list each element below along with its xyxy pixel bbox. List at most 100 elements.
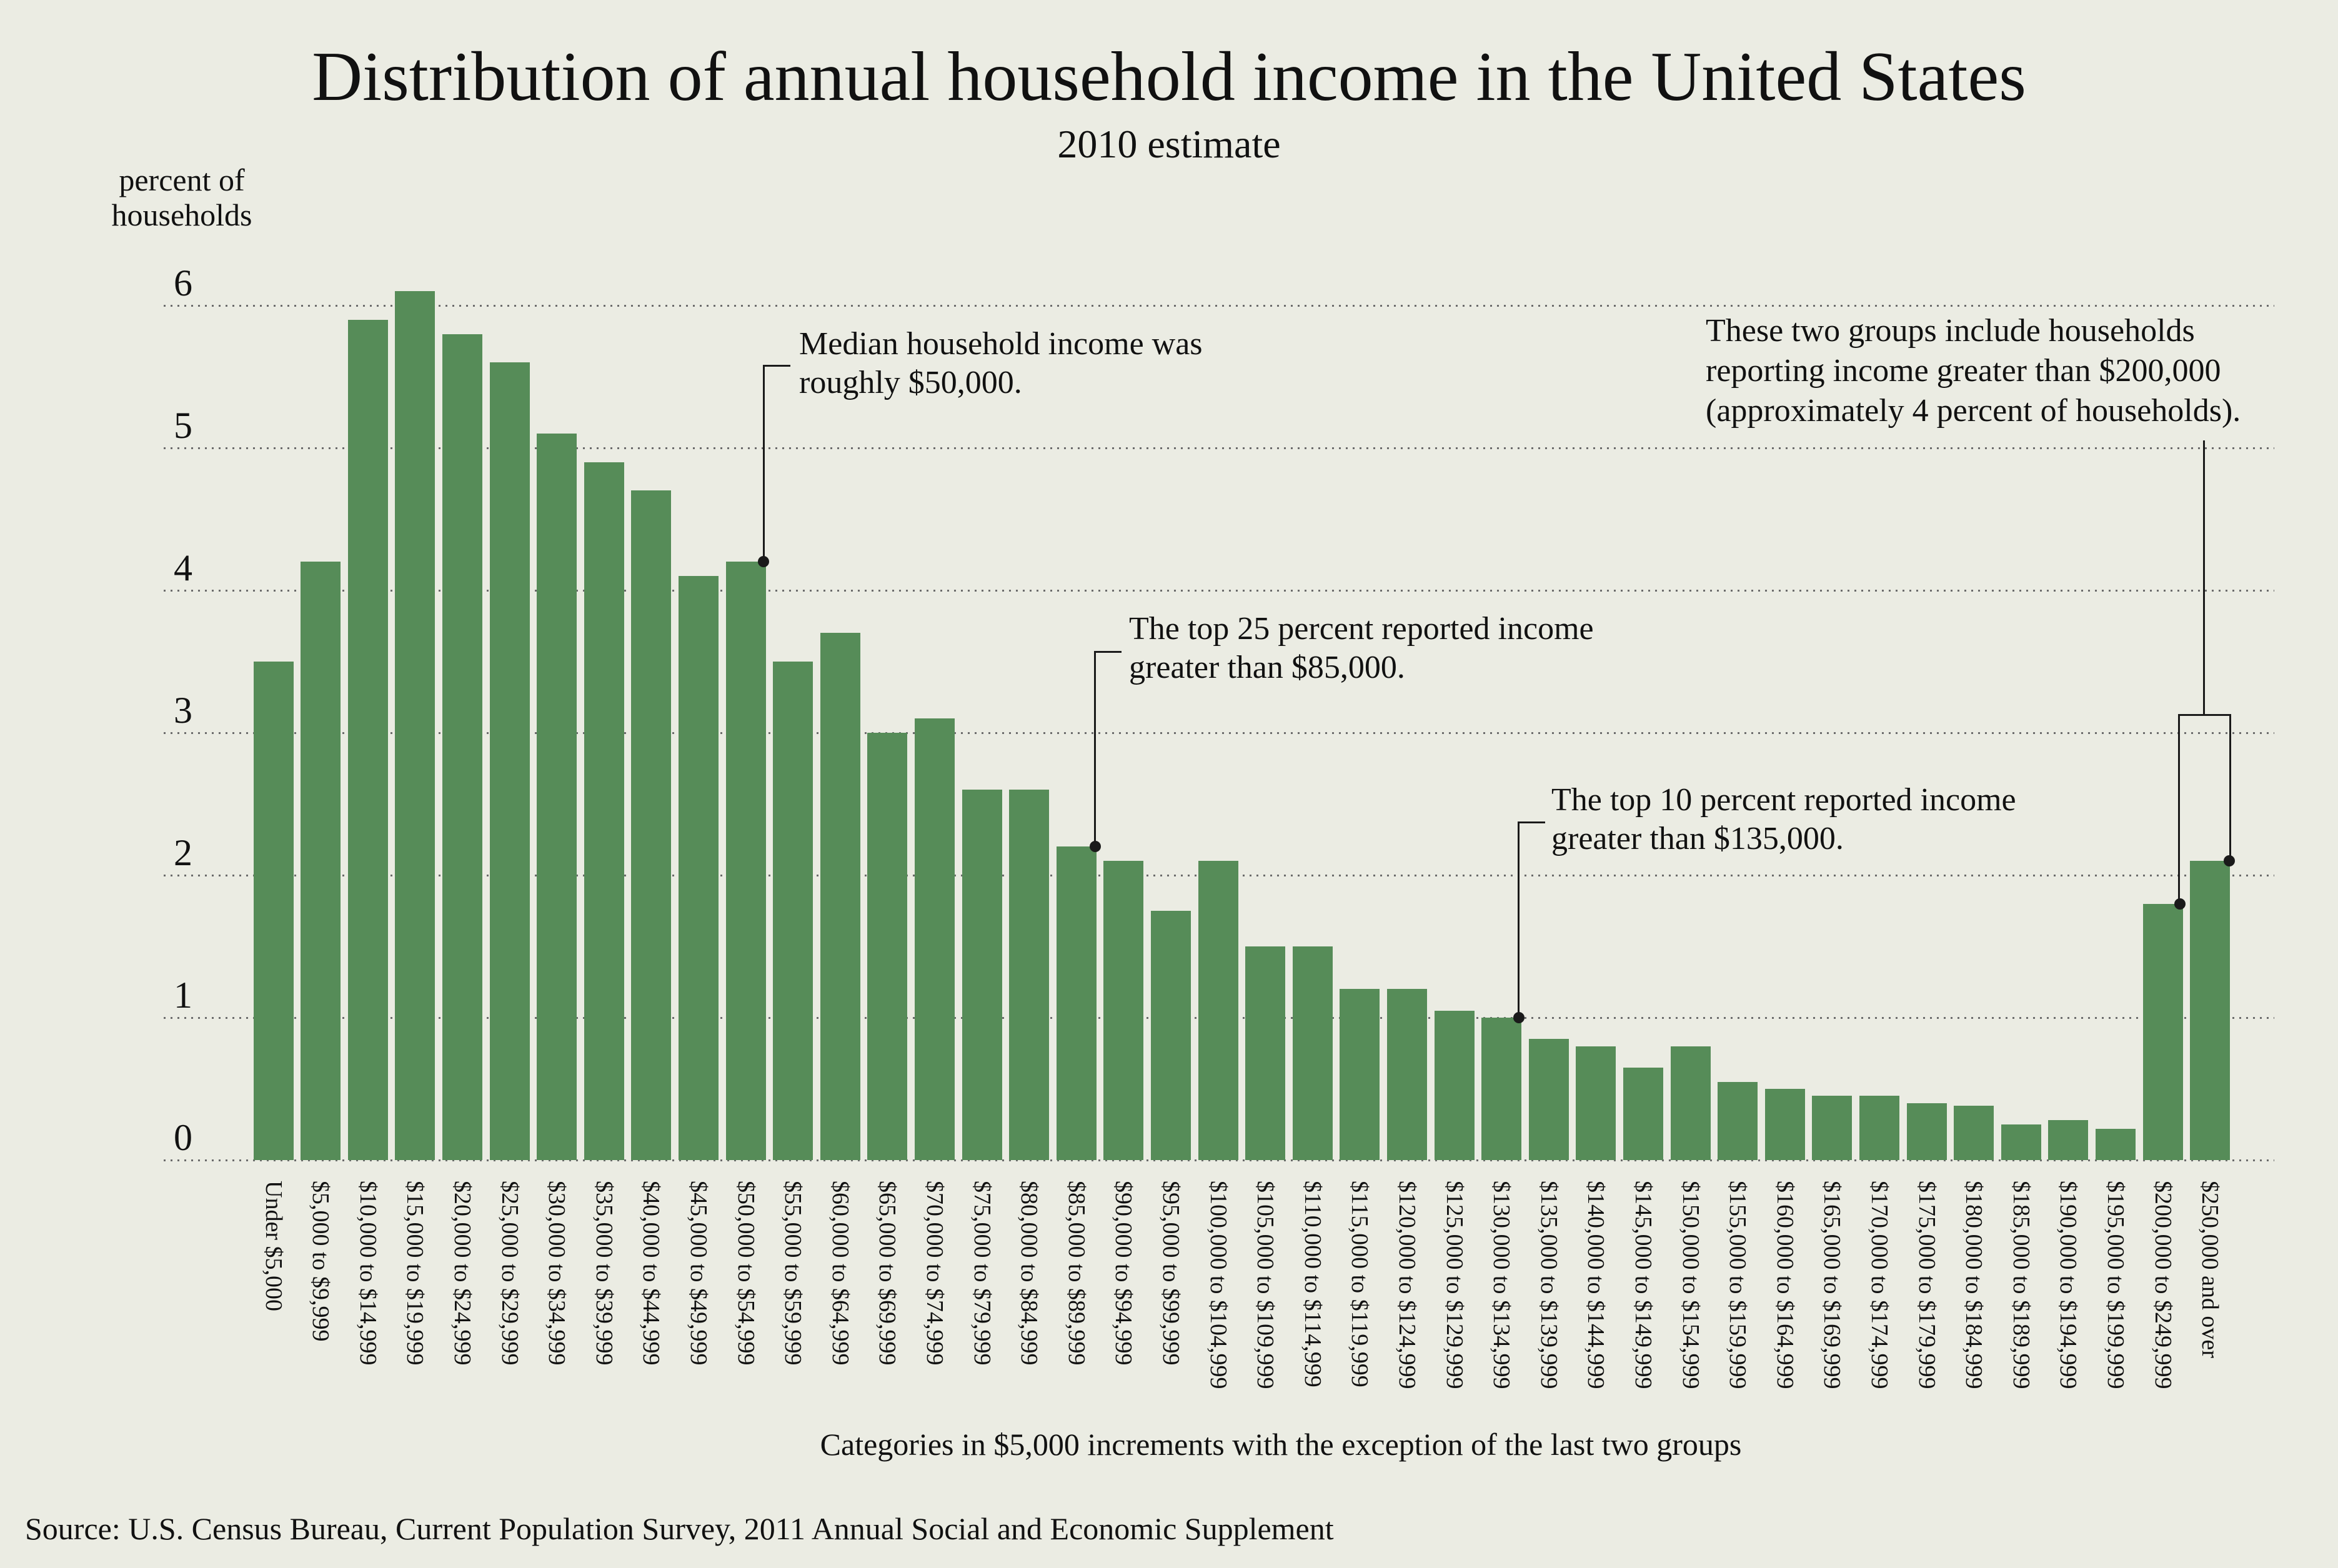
bar <box>301 562 341 1160</box>
x-label: $115,000 to $119,999 <box>1346 1181 1373 1387</box>
bar <box>1718 1081 1758 1160</box>
annotation-groups-line1: These two groups include households <box>1706 313 2195 349</box>
x-axis-caption: Categories in $5,000 increments with the… <box>0 1426 2338 1462</box>
x-label: $55,000 to $59,999 <box>780 1181 807 1366</box>
annotation-top10-line1: The top 10 percent reported income <box>1551 782 2016 818</box>
annotation-top25-line1: The top 25 percent reported income <box>1129 611 1594 647</box>
source-note: Source: U.S. Census Bureau, Current Popu… <box>25 1511 1334 1546</box>
x-label: $200,000 to $249,999 <box>2149 1181 2176 1389</box>
gridline-5 <box>164 447 2274 449</box>
bar <box>1056 846 1097 1160</box>
x-label: $195,000 to $199,999 <box>2102 1181 2129 1389</box>
bar <box>1340 989 1380 1160</box>
bar <box>1954 1106 1994 1160</box>
gridline-3 <box>164 732 2274 734</box>
x-label: $185,000 to $189,999 <box>2007 1181 2034 1389</box>
x-label: $170,000 to $174,999 <box>1866 1181 1893 1389</box>
bar <box>1198 861 1238 1160</box>
bar <box>1670 1046 1711 1160</box>
top25-connector-dot <box>1090 841 1101 852</box>
x-label: $25,000 to $29,999 <box>496 1181 523 1366</box>
bar <box>1103 861 1144 1160</box>
x-label: $165,000 to $169,999 <box>1819 1181 1846 1389</box>
x-label: $60,000 to $64,999 <box>827 1181 853 1366</box>
bar <box>1528 1039 1569 1160</box>
annotation-top10: The top 10 percent reported income great… <box>1551 781 2016 858</box>
bar <box>489 362 530 1160</box>
annotation-top10-line2: greater than $135,000. <box>1551 821 1844 856</box>
x-label: $140,000 to $144,999 <box>1583 1181 1609 1389</box>
groups-bracket-right-leg <box>2229 714 2231 861</box>
annotation-median-line2: roughly $50,000. <box>799 365 1022 400</box>
bar <box>2190 861 2231 1160</box>
x-label: $125,000 to $129,999 <box>1441 1181 1468 1389</box>
gridline-6 <box>164 305 2274 307</box>
x-label: $135,000 to $139,999 <box>1535 1181 1562 1389</box>
top25-connector-horizontal <box>1094 651 1122 653</box>
bar <box>1386 989 1427 1160</box>
bar <box>1623 1067 1663 1160</box>
x-label: $145,000 to $149,999 <box>1629 1181 1656 1389</box>
top10-connector-vertical <box>1518 821 1520 1018</box>
x-label: $40,000 to $44,999 <box>638 1181 665 1366</box>
chart-title: Distribution of annual household income … <box>312 38 2026 116</box>
bar <box>1150 911 1191 1160</box>
x-label: $180,000 to $184,999 <box>1961 1181 1987 1389</box>
x-label: $80,000 to $84,999 <box>1016 1181 1043 1366</box>
y-tick-label-5: 5 <box>174 405 192 446</box>
x-label: $150,000 to $154,999 <box>1677 1181 1704 1389</box>
bar <box>820 633 860 1160</box>
y-tick-label-0: 0 <box>174 1117 192 1158</box>
y-tick-label-4: 4 <box>174 547 192 588</box>
chart-subtitle: 2010 estimate <box>1057 122 1281 166</box>
groups-bracket-top <box>2178 714 2231 716</box>
bar <box>2142 903 2183 1160</box>
bar <box>1245 946 1286 1160</box>
annotation-median-line1: Median household income was <box>799 326 1203 362</box>
median-connector-vertical <box>763 365 765 563</box>
bar <box>725 562 766 1160</box>
bar <box>1009 790 1050 1160</box>
x-label: $20,000 to $24,999 <box>449 1181 475 1366</box>
bar <box>914 718 955 1160</box>
annotation-high-income-groups: These two groups include households repo… <box>1706 311 2241 431</box>
bar <box>867 733 908 1160</box>
bar <box>1812 1096 1853 1160</box>
bar <box>678 576 719 1160</box>
gridline-0 <box>164 1159 2274 1161</box>
x-label: $250,000 and over <box>2197 1181 2224 1358</box>
x-label: $105,000 to $109,999 <box>1252 1181 1279 1389</box>
x-label: Under $5,000 <box>260 1181 287 1311</box>
x-label: $30,000 to $34,999 <box>544 1181 570 1366</box>
bar <box>395 291 435 1160</box>
median-connector-dot <box>758 556 769 567</box>
x-label: $15,000 to $19,999 <box>402 1181 429 1366</box>
bar <box>253 662 294 1160</box>
annotation-top25-line2: greater than $85,000. <box>1129 650 1405 685</box>
y-tick-label-6: 6 <box>174 262 192 304</box>
bar <box>2001 1124 2041 1160</box>
bar <box>584 462 624 1160</box>
x-label: $50,000 to $54,999 <box>732 1181 759 1366</box>
x-label: $190,000 to $194,999 <box>2055 1181 2082 1389</box>
groups-dot-200k <box>2174 898 2186 910</box>
bar <box>1292 946 1333 1160</box>
x-label: $155,000 to $159,999 <box>1724 1181 1751 1389</box>
x-axis-caption-text: Categories in $5,000 increments with the… <box>820 1427 1742 1462</box>
x-label: $65,000 to $69,999 <box>874 1181 901 1366</box>
annotation-groups-line2: reporting income greater than $200,000 <box>1706 353 2221 389</box>
x-label: $45,000 to $49,999 <box>685 1181 712 1366</box>
annotation-top25: The top 25 percent reported income great… <box>1129 610 1594 687</box>
x-label: $75,000 to $79,999 <box>968 1181 995 1366</box>
gridline-4 <box>164 590 2274 592</box>
x-label: $70,000 to $74,999 <box>921 1181 948 1366</box>
groups-connector-stem <box>2203 440 2205 715</box>
groups-dot-250k <box>2224 855 2235 866</box>
x-label: $130,000 to $134,999 <box>1488 1181 1515 1389</box>
top10-connector-horizontal <box>1518 821 1545 823</box>
y-tick-label-2: 2 <box>174 832 192 873</box>
x-label: $120,000 to $124,999 <box>1393 1181 1420 1389</box>
top25-connector-vertical <box>1094 651 1096 846</box>
x-label: $95,000 to $99,999 <box>1157 1181 1184 1366</box>
